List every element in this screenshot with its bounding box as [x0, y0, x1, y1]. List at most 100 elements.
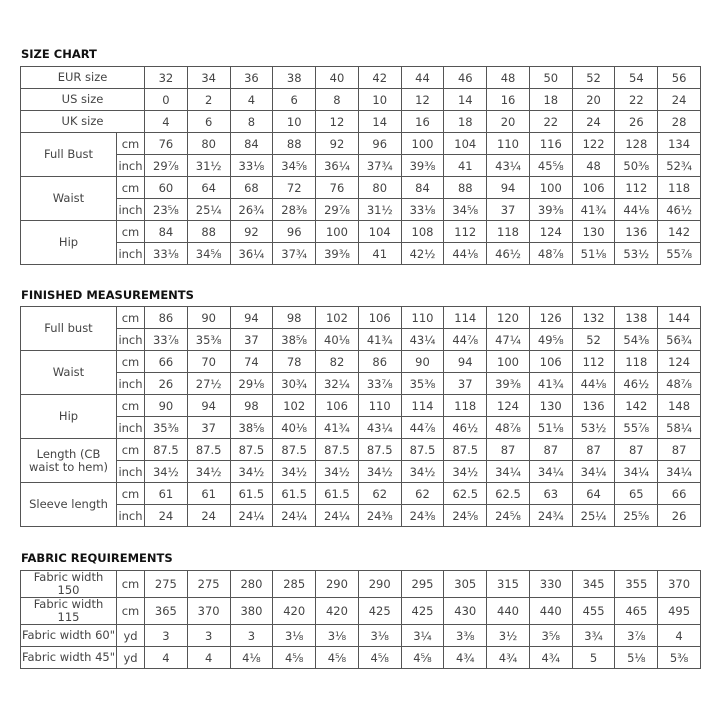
value-cell: 305 [443, 570, 488, 598]
value-cell: 144 [657, 306, 701, 329]
value-cell: 41 [357, 242, 402, 265]
value-cell: 92 [229, 220, 274, 243]
value-cell: 16 [486, 88, 530, 111]
value-cell: 40⅛ [315, 328, 359, 351]
unit-cell: cm [116, 306, 145, 329]
value-cell: 34½ [186, 460, 231, 483]
value-cell: 34½ [144, 460, 188, 483]
table-row: inch 29⅞ 31½ 33⅛ 34⅝ 36¼ 37¾ 39⅜ 41 43¼ 45⅝ 48 50⅜ 52… [21, 154, 701, 177]
value-cell: 24¼ [272, 504, 317, 527]
value-cell: 20 [486, 110, 530, 133]
value-cell: 37 [443, 372, 488, 395]
value-cell: 80 [357, 176, 402, 199]
value-cell: 33⅛ [400, 198, 445, 221]
value-cell: 66 [144, 350, 188, 373]
value-cell: 106 [357, 306, 402, 329]
value-cell: 42 [357, 66, 402, 89]
table-row: Fabric width 150 cm 275 275 280 285 290 290 295 3… [20, 570, 701, 598]
value-cell: 24 [571, 110, 616, 133]
value-cell: 87 [528, 438, 573, 461]
value-cell: 124 [657, 350, 701, 373]
value-cell: 148 [657, 394, 701, 417]
value-cell: 25¼ [571, 504, 616, 527]
finished-measurements-table: Full bust cm 86 90 94 98 102 106 110 114 120 126 132… [20, 306, 701, 527]
value-cell: 29⅞ [144, 154, 188, 177]
value-cell: 104 [443, 132, 488, 155]
table-row: Hip cm 90 94 98 102 106 110 114 118 124 130 136 142 14… [20, 394, 701, 439]
value-cell: 4⅛ [229, 646, 274, 669]
value-cell: 12 [400, 88, 445, 111]
value-cell: 18 [528, 88, 573, 111]
table-row: US size 0 2 4 6 8 10 12 14 16 18 20 22 24 [19, 88, 701, 111]
value-cell: 58¼ [657, 416, 701, 439]
value-cell: 30¾ [272, 372, 317, 395]
value-cell: 24⅝ [486, 504, 530, 527]
fabric-label: Fabric width 150 [20, 570, 117, 598]
value-cell: 52¾ [657, 154, 701, 177]
table-row: UK size 4 6 8 10 12 14 16 18 20 22 24 26 28 [19, 110, 701, 133]
value-cell: 45⅝ [528, 154, 573, 177]
value-cell: 142 [657, 220, 701, 243]
table-row: Waist cm 60 64 68 72 76 80 84 88 94 100 106 112 118 [20, 176, 701, 221]
value-cell: 114 [443, 306, 488, 329]
value-cell: 26 [657, 504, 701, 527]
value-cell: 72 [272, 176, 317, 199]
value-cell: 100 [315, 220, 359, 243]
value-cell: 24 [186, 504, 231, 527]
value-cell: 420 [272, 597, 317, 625]
measurement-label: Hip [20, 220, 117, 265]
unit-cell: cm [116, 394, 145, 417]
value-cell: 64 [186, 176, 231, 199]
value-cell: 90 [144, 394, 188, 417]
value-cell: 100 [528, 176, 573, 199]
value-cell: 132 [571, 306, 616, 329]
value-cell: 425 [357, 597, 402, 625]
value-cell: 126 [528, 306, 573, 329]
value-cell: 56 [657, 66, 701, 89]
value-cell: 33⅞ [357, 372, 402, 395]
value-cell: 34⅝ [186, 242, 231, 265]
value-cell: 47¼ [486, 328, 530, 351]
value-cell: 3¼ [400, 624, 445, 647]
value-cell: 41 [443, 154, 488, 177]
value-cell: 102 [272, 394, 317, 417]
value-cell: 110 [400, 306, 445, 329]
unit-cell: cm [116, 438, 145, 461]
value-cell: 23⅝ [144, 198, 188, 221]
value-cell: 280 [229, 570, 274, 598]
value-cell: 34½ [400, 460, 445, 483]
unit-cell: inch [116, 416, 145, 439]
value-cell: 38 [272, 66, 317, 89]
value-cell: 87.5 [144, 438, 188, 461]
value-cell: 295 [400, 570, 445, 598]
value-cell: 345 [571, 570, 616, 598]
value-cell: 34½ [315, 460, 359, 483]
value-cell: 24⅜ [400, 504, 445, 527]
value-cell: 46½ [657, 198, 701, 221]
value-cell: 3 [229, 624, 274, 647]
value-cell: 20 [571, 88, 616, 111]
value-cell: 87 [657, 438, 701, 461]
unit-cell: inch [116, 372, 145, 395]
value-cell: 41¾ [315, 416, 359, 439]
value-cell: 440 [528, 597, 573, 625]
value-cell: 87.5 [400, 438, 445, 461]
value-cell: 130 [528, 394, 573, 417]
value-cell: 8 [229, 110, 274, 133]
unit-cell: inch [116, 328, 145, 351]
unit-cell: cm [115, 220, 146, 243]
value-cell: 4 [144, 110, 188, 133]
value-cell: 28⅜ [272, 198, 317, 221]
value-cell: 24 [144, 504, 188, 527]
size-label: EUR size [19, 66, 146, 89]
value-cell: 27½ [186, 372, 231, 395]
value-cell: 35⅜ [186, 328, 231, 351]
value-cell: 31½ [357, 198, 402, 221]
unit-cell: cm [116, 597, 145, 625]
value-cell: 41¾ [528, 372, 573, 395]
value-cell: 3⅝ [528, 624, 573, 647]
value-cell: 118 [443, 394, 488, 417]
value-cell: 5⅛ [614, 646, 659, 669]
fabric-label: Fabric width 45" [20, 646, 117, 669]
value-cell: 50⅜ [614, 154, 659, 177]
